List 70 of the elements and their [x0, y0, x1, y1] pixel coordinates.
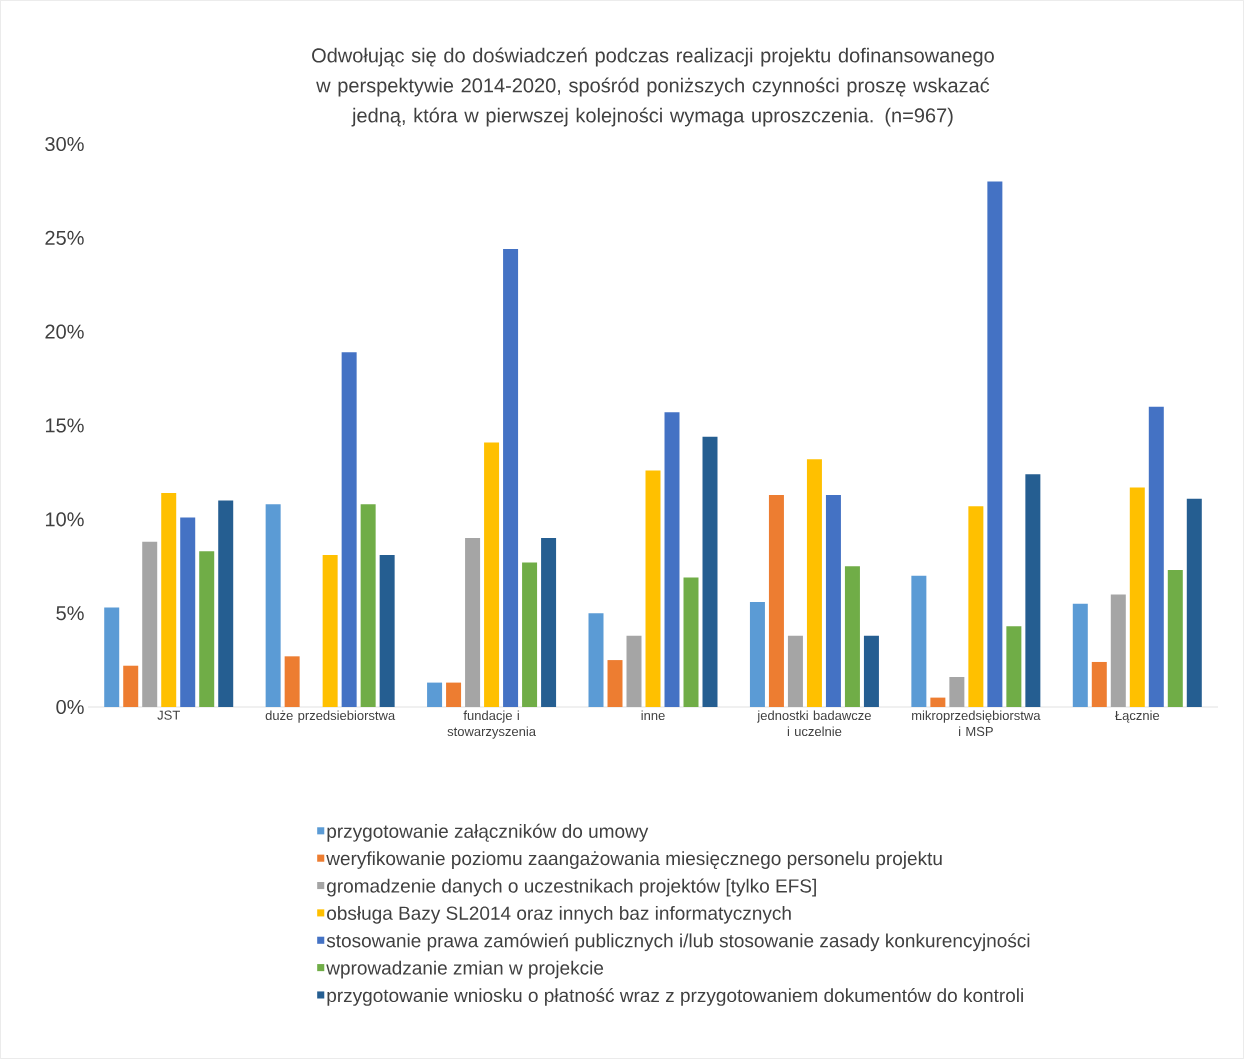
bar [322, 554, 338, 707]
bar [465, 538, 481, 707]
x-tick-label: jednostki badawcze i uczelnie [757, 710, 871, 737]
bar [1148, 406, 1164, 707]
chart-title: Odwołując się do doświadczeń podczas realizacji projektu dofinansowanego w perspektywie 2014-2020, spośród poniższych czynności proszę wskazać jedną, która w pierwszej kolejności wymaga uproszczenia. (n=967) [312, 47, 994, 127]
legend-label: przygotowanie wniosku o płatność wraz z przygotowaniem dokumentów do kontroli [327, 987, 1023, 1006]
bar [1129, 487, 1145, 707]
x-tick-label: fundacje i stowarzyszenia [447, 710, 536, 739]
bar [265, 504, 281, 707]
bar [749, 601, 765, 707]
bar [503, 249, 519, 707]
bar [104, 607, 120, 707]
bar [161, 493, 177, 707]
bar [427, 682, 443, 707]
bar [218, 500, 234, 707]
x-tick-label: inne [641, 710, 665, 721]
legend-label: przygotowanie załączników do umowy [327, 823, 649, 842]
bar [541, 538, 557, 707]
bar [787, 635, 803, 707]
bar [968, 506, 984, 707]
bar [284, 656, 300, 707]
bar [341, 352, 357, 707]
bar [379, 554, 395, 707]
y-tick-label: 5% [56, 606, 84, 621]
x-tick-label: JST [157, 710, 180, 720]
bar [446, 682, 462, 707]
bar [806, 459, 822, 707]
y-tick-label: 0% [56, 699, 84, 715]
bar [626, 635, 642, 707]
legend-label: obsługa Bazy SL2014 oraz innych baz informatycznych [327, 905, 791, 924]
bar [123, 665, 139, 707]
bar [607, 660, 623, 707]
bar [863, 635, 879, 707]
y-tick-label: 25% [45, 230, 84, 245]
y-tick-label: 20% [45, 324, 84, 339]
bar [1110, 594, 1126, 707]
bar [930, 697, 946, 707]
bar [588, 613, 604, 707]
legend-label: gromadzenie danych o uczestnikach projektów [tylko EFS] [327, 878, 816, 897]
x-tick-label: Łącznie [1115, 710, 1160, 723]
x-tick-label: duże przedsiebiorstwa [265, 710, 396, 723]
bar [664, 412, 680, 707]
bar [825, 494, 841, 707]
bar [1186, 498, 1202, 707]
x-tick-label: mikroprzedsiębiorstwa i MSP [912, 710, 1041, 737]
bar [199, 551, 215, 707]
bar [683, 577, 699, 707]
bar [768, 494, 784, 707]
bar [1025, 474, 1041, 707]
y-tick-label: 10% [45, 512, 84, 527]
bar [484, 442, 500, 707]
legend-label: wprowadzanie zmian w projekcie [326, 960, 604, 979]
bar [1072, 603, 1088, 707]
bar [360, 504, 376, 707]
legend-label: stosowanie prawa zamówień publicznych i/lub stosowanie zasady konkurencyjności [326, 933, 1030, 952]
bar [645, 470, 661, 707]
bar [1006, 626, 1022, 707]
bar [844, 566, 860, 707]
bar [702, 436, 718, 707]
legend-label: weryfikowanie poziomu zaangażowania miesięcznego personelu projektu [326, 851, 942, 869]
bar [911, 575, 927, 707]
bar [180, 517, 196, 707]
bar [522, 562, 538, 707]
bar [949, 676, 965, 707]
bar [987, 181, 1003, 707]
bar [1167, 570, 1183, 707]
y-tick-label: 30% [45, 136, 84, 152]
y-tick-label: 15% [45, 418, 84, 433]
bar [142, 541, 158, 707]
bar [1091, 661, 1107, 707]
